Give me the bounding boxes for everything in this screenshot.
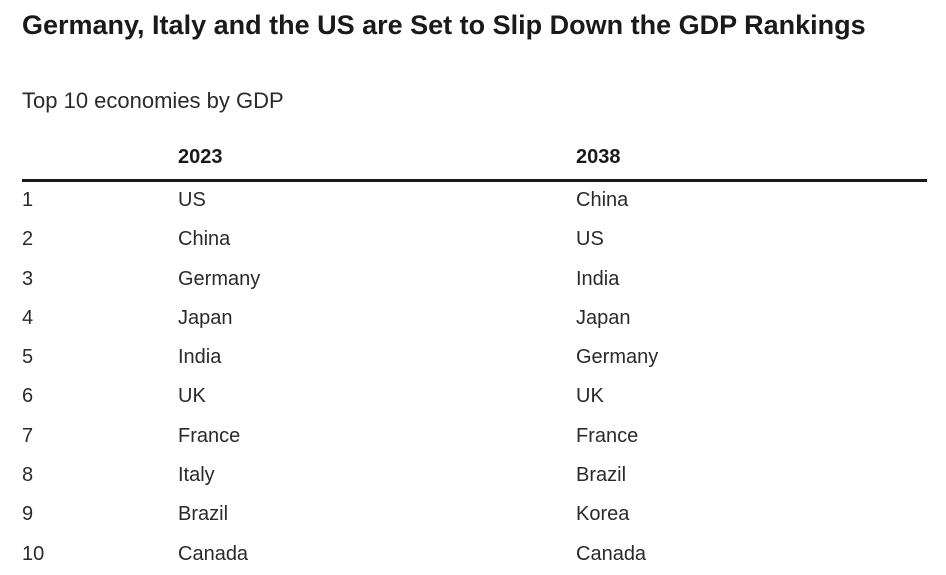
rank-cell: 3 <box>22 267 34 290</box>
header-2023: 2023 <box>178 146 223 168</box>
chart-subtitle: Top 10 economies by GDP <box>22 88 284 113</box>
country-2038-cell: India <box>576 267 620 290</box>
country-2023-cell: Italy <box>178 464 215 487</box>
country-2023-cell: Brazil <box>178 503 229 526</box>
table-row: 4 Japan Japan <box>22 300 927 339</box>
country-2038-cell: Korea <box>576 503 630 526</box>
rank-cell: 1 <box>22 189 34 211</box>
country-2038-cell: US <box>576 228 604 251</box>
table-row: 2 China US <box>22 221 927 260</box>
rank-cell: 6 <box>22 385 34 408</box>
table-row: 3 Germany India <box>22 261 927 300</box>
rank-cell: 7 <box>22 424 34 447</box>
country-2023-cell: US <box>178 189 206 211</box>
country-2038-cell: Germany <box>576 346 659 369</box>
country-2038-cell: UK <box>576 385 604 408</box>
rank-cell: 2 <box>22 228 34 251</box>
table-header: 2023 2038 <box>22 140 927 182</box>
table-row: 10 Canada Canada <box>22 536 927 575</box>
country-2038-cell: France <box>576 424 639 447</box>
table-row: 6 UK UK <box>22 378 927 417</box>
rank-cell: 10 <box>22 542 45 565</box>
rank-cell: 9 <box>22 503 34 526</box>
country-2023-cell: UK <box>178 385 206 408</box>
country-2023-cell: China <box>178 228 231 251</box>
country-2038-cell: China <box>576 189 629 211</box>
country-2038-cell: Japan <box>576 306 631 329</box>
rank-cell: 4 <box>22 306 34 329</box>
country-2038-cell: Brazil <box>576 464 627 487</box>
chart-title: Germany, Italy and the US are Set to Sli… <box>22 10 866 40</box>
table-body: 1 US China 2 China US 3 Germany India 4 Japan Japan… <box>22 182 927 575</box>
country-2023-cell: India <box>178 346 222 369</box>
rank-cell: 5 <box>22 346 34 369</box>
table-row: 8 Italy Brazil <box>22 457 927 496</box>
country-2023-cell: France <box>178 424 241 447</box>
gdp-rankings-table: 2023 2038 1 US China 2 China US 3 Germany India 4… <box>22 140 927 575</box>
country-2023-cell: Germany <box>178 267 261 290</box>
table-row: 7 France France <box>22 418 927 457</box>
country-2038-cell: Canada <box>576 542 647 565</box>
rank-cell: 8 <box>22 464 34 487</box>
table-row: 5 India Germany <box>22 339 927 378</box>
header-2038: 2038 <box>576 146 621 168</box>
table-row: 9 Brazil Korea <box>22 496 927 535</box>
country-2023-cell: Japan <box>178 306 233 329</box>
country-2023-cell: Canada <box>178 542 249 565</box>
table-row: 1 US China <box>22 182 927 221</box>
